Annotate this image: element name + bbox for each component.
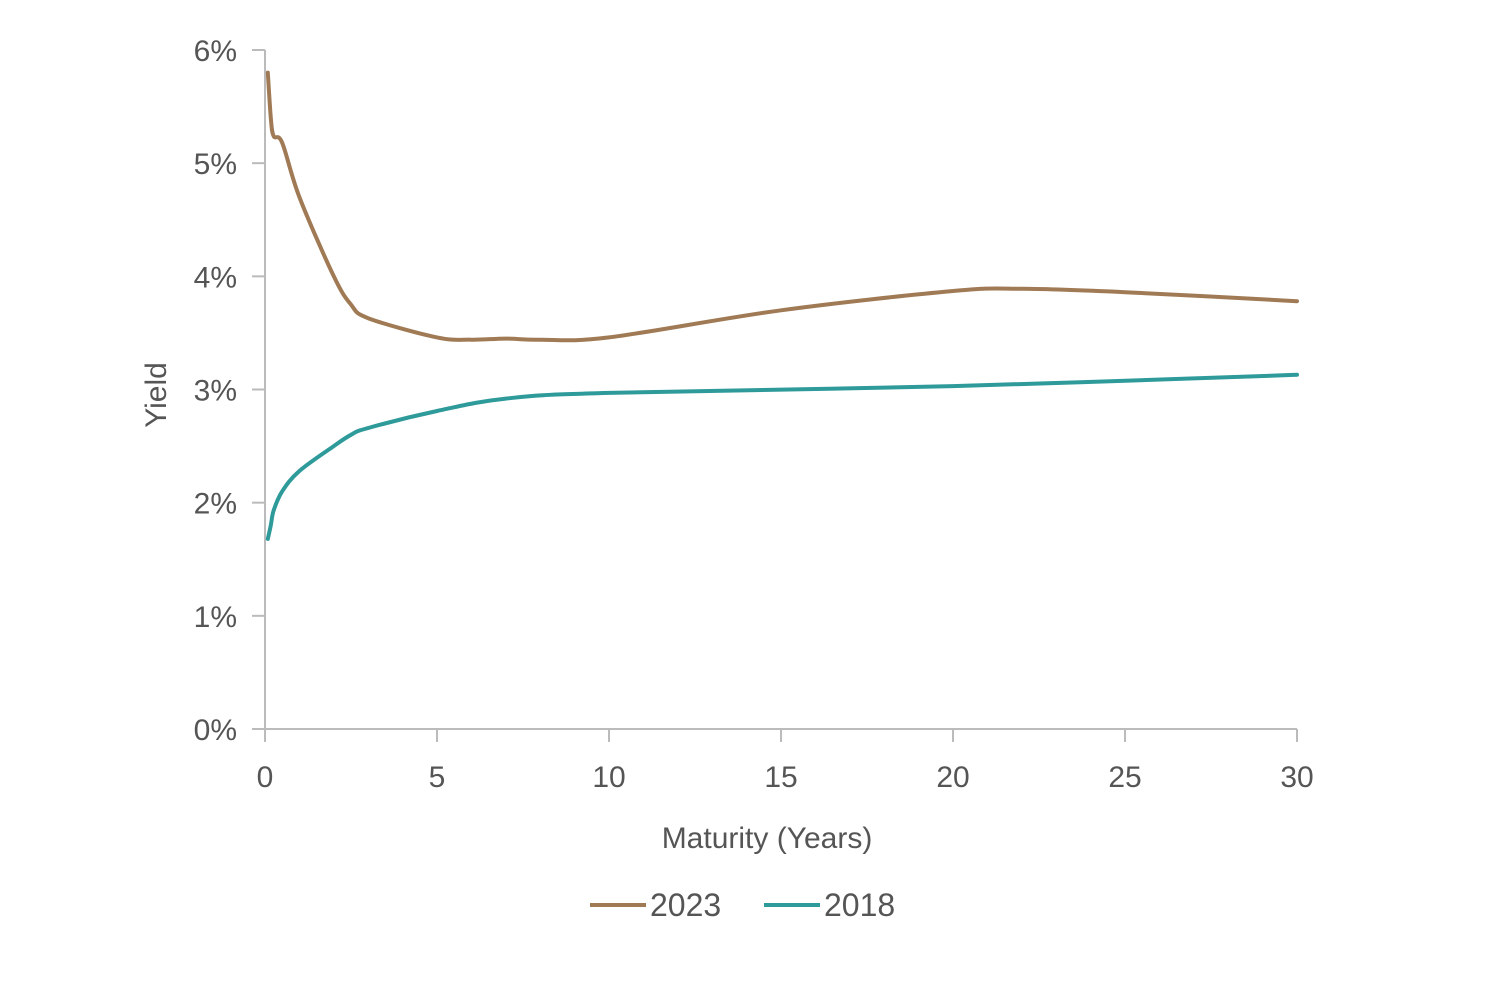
x-tick-label: 10 xyxy=(592,761,625,794)
y-tick-label: 2% xyxy=(194,488,237,521)
x-tick-label: 15 xyxy=(764,761,797,794)
x-tick-label: 30 xyxy=(1280,761,1313,794)
x-axis-title: Maturity (Years) xyxy=(662,822,873,855)
x-tick-label: 20 xyxy=(936,761,969,794)
y-axis-title: Yield xyxy=(140,362,173,428)
x-tick-label: 5 xyxy=(429,761,446,794)
y-tick-label: 6% xyxy=(194,35,237,68)
legend-label-2023: 2023 xyxy=(650,887,721,923)
series-lines xyxy=(265,70,1299,541)
y-ticks: 0% 1% 2% 3% 4% 5% 6% xyxy=(194,35,265,747)
y-tick-label: 4% xyxy=(194,261,237,294)
y-tick-label: 0% xyxy=(194,714,237,747)
legend: 2023 2018 xyxy=(590,887,895,923)
y-tick-label: 1% xyxy=(194,601,237,634)
y-tick-label: 3% xyxy=(194,375,237,408)
x-ticks: 0 5 10 15 20 25 30 xyxy=(257,729,1314,794)
x-tick-label: 0 xyxy=(257,761,274,794)
x-tick-label: 25 xyxy=(1108,761,1141,794)
series-line-2018 xyxy=(265,372,1299,541)
series-line-2023 xyxy=(265,70,1299,343)
legend-label-2018: 2018 xyxy=(824,887,895,923)
y-tick-label: 5% xyxy=(194,148,237,181)
